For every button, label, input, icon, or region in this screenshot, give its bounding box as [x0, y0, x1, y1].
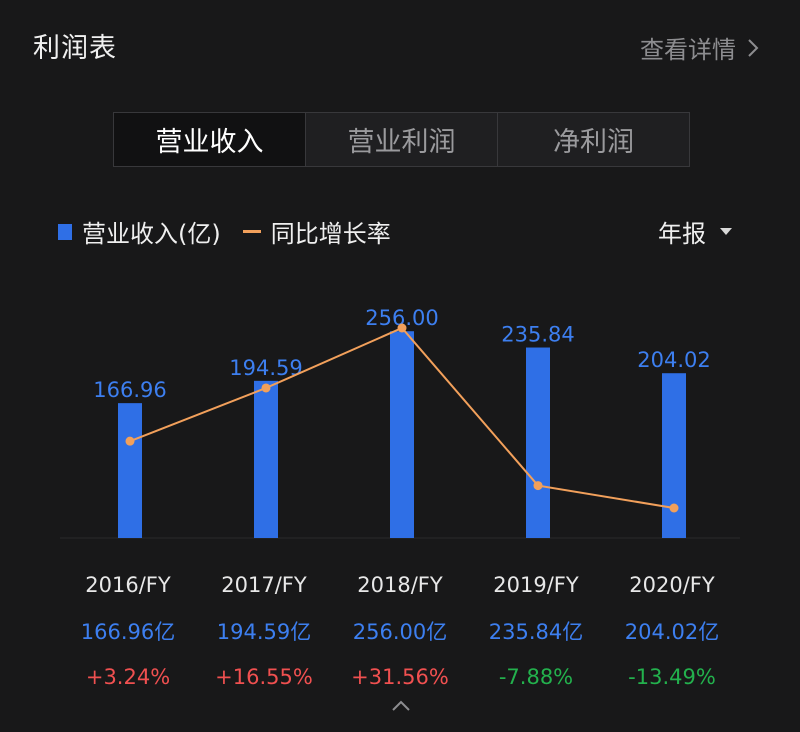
- period-select-value: 年报: [658, 220, 706, 248]
- growth-point: [261, 383, 271, 393]
- values-row: 166.96亿 194.59亿 256.00亿 235.84亿 204.02亿: [60, 608, 740, 654]
- caret-down-icon: [720, 228, 732, 235]
- growth-point: [533, 481, 543, 491]
- bar-value-label: 194.59: [229, 356, 302, 380]
- year-cell: 2020/FY: [629, 573, 715, 597]
- growth-cell: -13.49%: [628, 665, 716, 689]
- growth-cell: +31.56%: [351, 665, 449, 689]
- period-select[interactable]: 年报: [658, 214, 732, 249]
- bar-value-label: 235.84: [501, 323, 574, 347]
- value-cell: 204.02亿: [624, 620, 720, 644]
- bar-revenue: [118, 403, 142, 538]
- view-details-label: 查看详情: [640, 36, 736, 64]
- growth-point: [397, 323, 407, 333]
- bar-value-label: 204.02: [637, 348, 710, 372]
- tab-revenue[interactable]: 营业收入: [114, 113, 306, 166]
- growth-row: +3.24% +16.55% +31.56% -7.88% -13.49%: [60, 654, 740, 700]
- page-title: 利润表: [33, 33, 117, 64]
- legend-line-label: 同比增长率: [270, 220, 391, 248]
- bar-revenue: [390, 331, 414, 538]
- header: 利润表 查看详情: [0, 0, 800, 95]
- summary-table: 2016/FY 2017/FY 2018/FY 2019/FY 2020/FY …: [60, 562, 740, 700]
- metric-tabs: 营业收入 营业利润 净利润: [113, 112, 690, 167]
- growth-point: [125, 436, 135, 446]
- legend-bar-label: 营业收入(亿): [82, 220, 221, 248]
- chart-legend: 营业收入(亿) 同比增长率: [58, 214, 391, 249]
- growth-cell: -7.88%: [498, 665, 574, 689]
- year-cell: 2016/FY: [85, 573, 171, 597]
- value-cell: 194.59亿: [216, 620, 312, 644]
- tab-net-profit[interactable]: 净利润: [553, 127, 634, 158]
- growth-point: [669, 503, 679, 513]
- bar-revenue: [254, 380, 278, 538]
- year-cell: 2017/FY: [221, 573, 307, 597]
- year-cell: 2019/FY: [493, 573, 579, 597]
- view-details-link[interactable]: 查看详情: [640, 30, 764, 65]
- value-cell: 235.84亿: [488, 620, 584, 644]
- bar-value-label: 166.96: [93, 378, 166, 402]
- chevron-up-icon[interactable]: [390, 696, 412, 714]
- years-row: 2016/FY 2017/FY 2018/FY 2019/FY 2020/FY: [60, 562, 740, 608]
- value-cell: 256.00亿: [352, 620, 448, 644]
- bar-revenue: [662, 373, 686, 538]
- growth-cell: +16.55%: [215, 665, 313, 689]
- chevron-right-icon: [748, 38, 759, 57]
- growth-cell: +3.24%: [85, 665, 171, 689]
- legend-bar-swatch: [58, 223, 72, 240]
- legend-line-swatch: [242, 230, 261, 233]
- tab-operating-profit[interactable]: 营业利润: [306, 113, 498, 166]
- year-cell: 2018/FY: [357, 573, 443, 597]
- bar-revenue: [526, 347, 550, 538]
- value-cell: 166.96亿: [80, 620, 176, 644]
